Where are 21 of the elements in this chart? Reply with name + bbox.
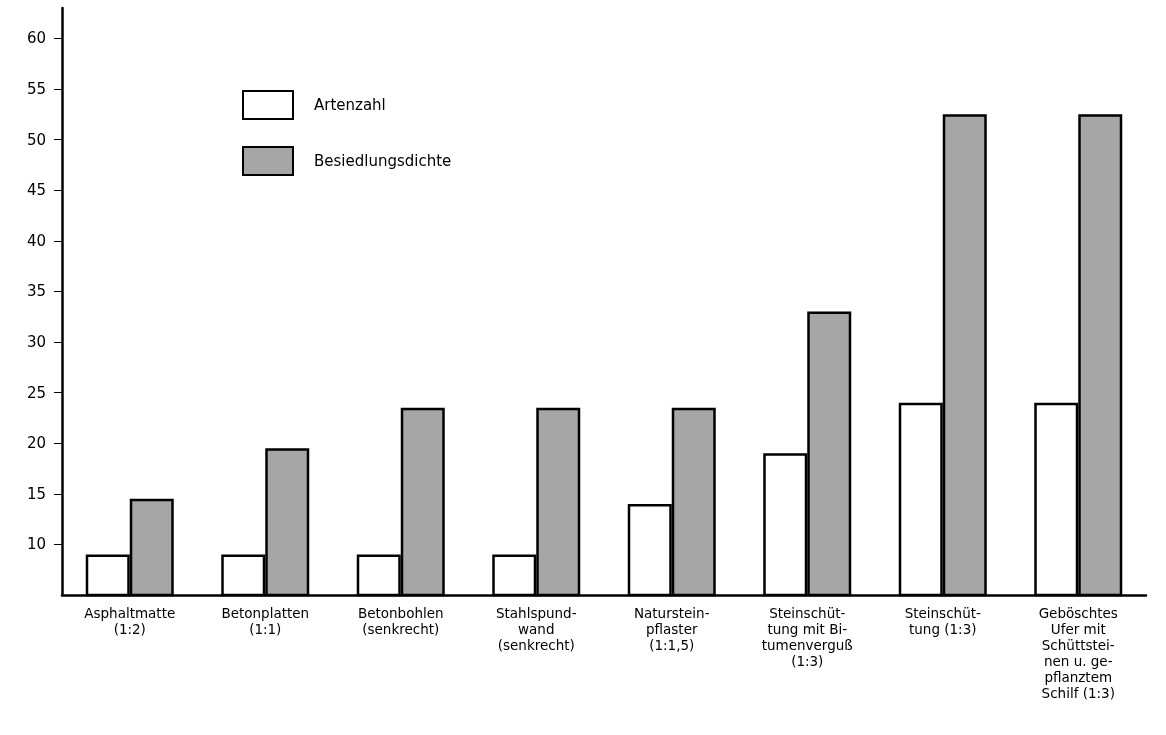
y-tick-label: 20 <box>26 434 46 453</box>
legend-label: Besiedlungsdichte <box>314 152 452 170</box>
y-tick-label: 25 <box>26 383 46 402</box>
y-tick-label: 40 <box>26 231 46 250</box>
x-tick-label: Stahlspund- wand (senkrecht) <box>495 605 577 653</box>
legend-label: Artenzahl <box>314 96 386 114</box>
y-tick-label: 55 <box>26 79 46 98</box>
y-tick-label: 45 <box>26 181 46 200</box>
y-tick-label: 60 <box>26 29 46 48</box>
x-tick-label: Betonplatten (1:1) <box>221 605 310 637</box>
x-tick-label: Asphaltmatte (1:2) <box>84 605 176 637</box>
y-tick-label: 15 <box>26 484 46 503</box>
y-tick-label: 50 <box>26 130 46 149</box>
x-tick-label: Steinschüt- tung mit Bi- tumenverguß (1:3) <box>761 605 853 669</box>
y-tick-label: 30 <box>26 332 46 351</box>
x-tick-label: Betonbohlen (senkrecht) <box>357 605 444 637</box>
y-tick-label: 10 <box>26 535 46 554</box>
y-tick-label: 35 <box>26 282 46 301</box>
x-tick-label: Steinschüt- tung (1:3) <box>904 605 981 637</box>
x-tick-label: Naturstein- pflaster (1:1,5) <box>633 605 710 653</box>
x-tick-label: Geböschtes Ufer mit Schüttstei- nen u. ge- pflanztem Schilf (1:3) <box>1038 605 1118 701</box>
